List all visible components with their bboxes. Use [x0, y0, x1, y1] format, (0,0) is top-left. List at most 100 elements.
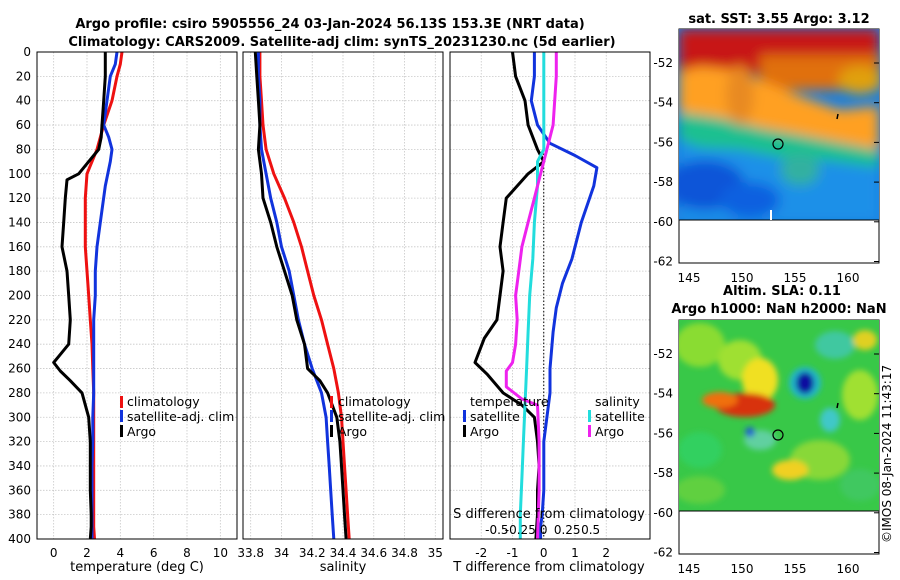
salinity-axes-frame — [242, 51, 444, 540]
legend-swatch-s-argo — [588, 425, 591, 437]
map-x-tick-label: 160 — [837, 562, 860, 576]
sst-small-mark — [836, 113, 839, 120]
sst-map-panel: sat. SST: 3.55 Argo: 3.12 -52 -54 -56 -58 -6… — [653, 12, 880, 285]
map-y-tick-label: -58 — [653, 175, 673, 189]
salinity-legend: climatology satellite-adj. clim Argo — [330, 394, 445, 439]
imos-credit: ©IMOS 08-Jan-2024 11:43:17 — [880, 365, 894, 543]
y-tick-label: 320 — [8, 435, 31, 449]
legend-climatology: climatology — [127, 394, 200, 409]
y-tick-label: 340 — [8, 459, 31, 473]
x2-tick-label: 0 — [540, 523, 548, 537]
x-tick-label: 0 — [540, 546, 548, 560]
series-argo — [52, 52, 107, 540]
temperature-axes-frame — [36, 51, 238, 540]
map-x-tick-label: 150 — [731, 271, 754, 285]
series-climatology — [258, 52, 351, 540]
x-tick-label: -2 — [475, 546, 487, 560]
map-x-tick-label: 160 — [837, 271, 860, 285]
series-t-argo — [473, 51, 546, 540]
y-tick-label: 220 — [8, 313, 31, 327]
legend-swatch-sal-climatology — [330, 396, 333, 408]
x2-tick-label: 0.25 — [554, 523, 581, 537]
sst-field-image — [679, 29, 879, 220]
y-tick-label: 140 — [8, 215, 31, 229]
sla-map-title-line2: Argo h1000: NaN h2000: NaN — [671, 302, 886, 317]
sst-argo-location — [772, 138, 784, 150]
map-x-tick-label: 145 — [678, 271, 701, 285]
x-tick-label: 34.6 — [360, 546, 387, 560]
y-tick-label: 20 — [16, 69, 31, 83]
x-tick-label: 8 — [183, 546, 191, 560]
x-tick-label: 2 — [602, 546, 610, 560]
map-y-tick-label: -54 — [653, 96, 673, 110]
sla-small-mark — [836, 402, 839, 409]
map-x-tick-label: 155 — [784, 271, 807, 285]
sla-field-image — [679, 320, 879, 511]
sla-map-panel: Altim. SLA: 0.11 Argo h1000: NaN h2000: … — [653, 284, 886, 576]
temperature-xlabel: temperature (deg C) — [70, 560, 204, 575]
x-tick-label: 35 — [428, 546, 443, 560]
map-y-tick-label: -56 — [653, 426, 673, 440]
legend-t-satellite: satellite — [470, 409, 520, 424]
difference-legend: temperature satellite Argo salinity sate… — [463, 394, 645, 439]
legend-swatch-sal-argo — [330, 425, 333, 437]
y-tick-label: 280 — [8, 386, 31, 400]
legend-sal-satellite: satellite-adj. clim — [338, 409, 445, 424]
map-y-tick-label: -56 — [653, 135, 673, 149]
x-tick-label: 10 — [213, 546, 228, 560]
y-tick-label: 40 — [16, 94, 31, 108]
x-tick-label: 34.4 — [330, 546, 357, 560]
sst-map-title: sat. SST: 3.55 Argo: 3.12 — [688, 12, 869, 27]
x-tick-label: 1 — [571, 546, 579, 560]
legend-t-argo: Argo — [470, 424, 499, 439]
temperature-legend: climatology satellite-adj. clim Argo — [120, 394, 234, 439]
legend-satellite: satellite-adj. clim — [127, 409, 234, 424]
y-tick-label: 160 — [8, 240, 31, 254]
y-tick-label: 400 — [8, 532, 31, 546]
temperature-panel: 0204060801001201401601802002202402602803… — [8, 45, 238, 575]
figure-title-line2: Climatology: CARS2009. Satellite-adj cli… — [68, 35, 615, 50]
legend-argo: Argo — [127, 424, 156, 439]
salinity-xlabel: salinity — [320, 560, 367, 575]
legend-swatch-s-satellite — [588, 410, 591, 422]
x-tick-label: 34.2 — [299, 546, 326, 560]
map-y-tick-label: -52 — [653, 347, 673, 361]
difference-axes-frame — [449, 51, 651, 540]
legend-swatch-argo — [120, 425, 123, 437]
legend-temperature-title: temperature — [470, 394, 549, 409]
sla-argo-location — [772, 429, 784, 441]
x2-tick-label: -0.5 — [485, 523, 508, 537]
map-y-tick-label: -60 — [653, 506, 673, 520]
series-argo — [253, 51, 348, 540]
legend-sal-climatology: climatology — [338, 394, 411, 409]
legend-swatch-sal-satellite — [330, 410, 333, 422]
y-tick-label: 180 — [8, 264, 31, 278]
s-difference-label: S difference from climatology — [453, 507, 645, 522]
x-tick-label: 33.8 — [237, 546, 264, 560]
legend-swatch-satellite — [120, 410, 123, 422]
y-tick-label: 120 — [8, 191, 31, 205]
x-tick-label: -1 — [507, 546, 519, 560]
legend-swatch-t-satellite — [463, 410, 466, 422]
series-s-satellite — [518, 52, 546, 539]
legend-salinity-title: salinity — [595, 394, 640, 409]
y-tick-label: 260 — [8, 362, 31, 376]
map-y-tick-label: -60 — [653, 215, 673, 229]
x2-tick-label: -0.25 — [505, 523, 536, 537]
y-tick-label: 80 — [16, 142, 31, 156]
map-x-tick-label: 150 — [731, 562, 754, 576]
x-tick-label: 0 — [50, 546, 58, 560]
map-y-tick-label: -58 — [653, 466, 673, 480]
series-s-argo — [504, 52, 558, 540]
x-tick-label: 34.8 — [391, 546, 418, 560]
figure-title-line1: Argo profile: csiro 5905556_24 03-Jan-20… — [75, 17, 584, 32]
difference-panel: -2 -1 0 1 2 -0.5-0.25 0 0.25 0.5 S difference f… — [449, 51, 651, 575]
t-difference-xlabel: T difference from climatology — [452, 560, 645, 575]
map-y-tick-label: -62 — [653, 546, 673, 560]
map-y-tick-label: -62 — [653, 255, 673, 269]
map-y-tick-label: -54 — [653, 387, 673, 401]
y-tick-label: 200 — [8, 289, 31, 303]
salinity-panel: 33.8 34 34.2 34.4 34.6 34.8 35 salinity climat… — [237, 51, 445, 575]
legend-s-satellite: satellite — [595, 409, 645, 424]
